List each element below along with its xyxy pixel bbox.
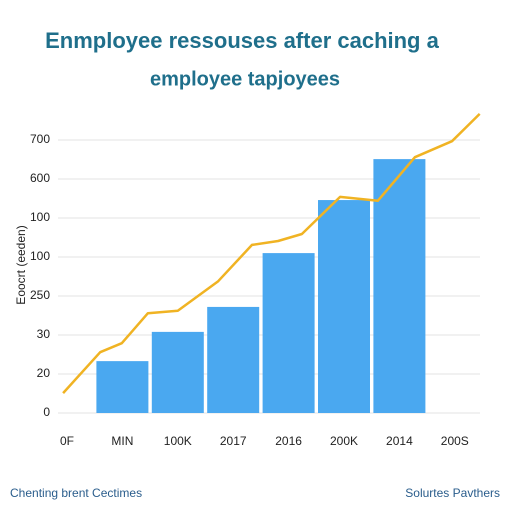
y-tick-label: 100 — [30, 210, 50, 224]
y-tick-label: 700 — [30, 132, 50, 146]
y-axis-label: Eoocrt (eeden) — [14, 225, 28, 304]
x-tick-label: 200S — [441, 434, 469, 448]
footer-left: Chenting brent Cectimes — [10, 486, 142, 500]
bar — [373, 159, 426, 413]
y-tick-label: 250 — [30, 288, 50, 302]
bar — [151, 331, 204, 413]
chart-subtitle: employee tapjoyees — [150, 68, 340, 90]
footer-right: Solurtes Pavthers — [405, 486, 500, 500]
bar — [262, 253, 315, 413]
bar — [207, 306, 260, 413]
x-tick-label: 2017 — [220, 434, 247, 448]
line — [62, 113, 481, 394]
x-tick-label: MIN — [111, 434, 133, 448]
bar — [96, 361, 149, 413]
bar — [318, 200, 370, 413]
y-tick-label: 20 — [37, 366, 51, 380]
x-tick-label: 0F — [60, 434, 74, 448]
y-tick-label: 600 — [30, 171, 50, 185]
chart-title: Enmployee ressouses after caching a — [45, 28, 439, 53]
x-tick-label: 2016 — [275, 434, 302, 448]
y-tick-label: 0 — [43, 405, 50, 419]
x-tick-label: 200K — [330, 434, 358, 448]
x-tick-label: 100K — [164, 434, 192, 448]
x-tick-label: 2014 — [386, 434, 413, 448]
y-tick-label: 100 — [30, 249, 50, 263]
y-tick-label: 30 — [37, 327, 51, 341]
